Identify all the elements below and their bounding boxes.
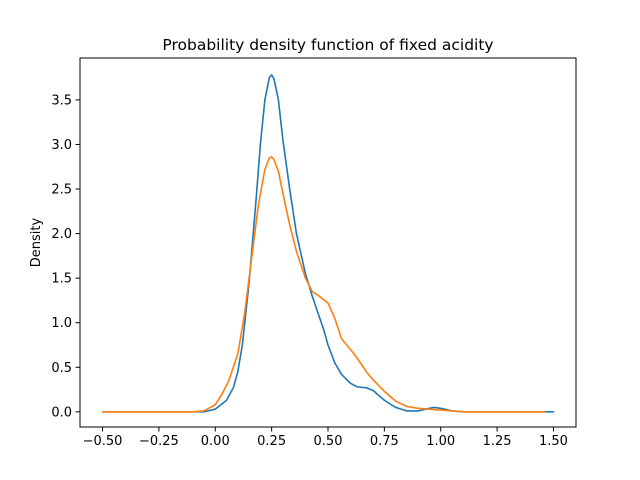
y-tick-label: 3.5 xyxy=(51,93,72,108)
y-tick-label: 3.0 xyxy=(51,138,72,153)
x-tick-label: 1.50 xyxy=(539,434,568,449)
x-tick-label: 1.25 xyxy=(483,434,512,449)
x-tick-label: 0.00 xyxy=(201,434,230,449)
x-tick-label: 1.00 xyxy=(426,434,455,449)
x-tick-label: −0.50 xyxy=(83,434,123,449)
y-tick-label: 0.0 xyxy=(51,405,72,420)
y-axis-ticks: 0.0 0.5 1.0 1.5 2.0 2.5 3.0 3.5 xyxy=(51,93,80,420)
series-line-1 xyxy=(101,74,555,413)
x-tick-label: 0.25 xyxy=(257,434,286,449)
y-axis-label: Density xyxy=(29,217,44,267)
chart-title: Probability density function of fixed ac… xyxy=(162,36,493,54)
x-axis-ticks: −0.50 −0.25 0.00 0.25 0.50 0.75 1.00 1.25 1.50 xyxy=(83,427,568,449)
y-tick-label: 1.0 xyxy=(51,316,72,331)
y-tick-label: 2.0 xyxy=(51,227,72,242)
y-tick-label: 2.5 xyxy=(51,183,72,198)
series-layer xyxy=(101,74,555,413)
x-tick-label: −0.25 xyxy=(139,434,179,449)
series-line-2 xyxy=(101,156,546,413)
y-tick-label: 1.5 xyxy=(51,272,72,287)
y-tick-label: 0.5 xyxy=(51,361,72,376)
x-tick-label: 0.75 xyxy=(370,434,399,449)
x-tick-label: 0.50 xyxy=(314,434,343,449)
